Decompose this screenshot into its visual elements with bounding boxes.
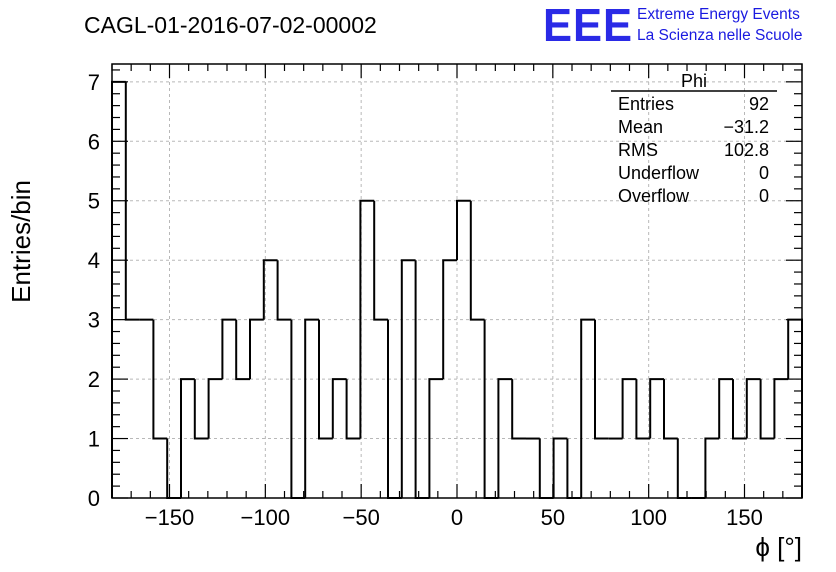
histogram-bin [635, 379, 651, 440]
y-tick-label: 3 [88, 308, 100, 333]
histogram-bin [193, 379, 209, 440]
histogram-bin [442, 259, 457, 380]
stats-row-value: 92 [749, 94, 769, 114]
histogram-bin [497, 378, 513, 498]
histogram-bin [318, 319, 333, 440]
x-tick-label: −150 [145, 505, 195, 530]
histogram-bin [649, 378, 664, 439]
histogram-bin [773, 378, 789, 439]
logo-text: EEE [543, 0, 633, 51]
x-tick-label: 0 [451, 505, 463, 530]
stats-row-value: 102.8 [724, 140, 769, 160]
stats-box-title: Phi [681, 71, 707, 91]
histogram-bin [235, 319, 250, 381]
stats-row-value: 0 [759, 186, 769, 206]
eee-logo: EEE Extreme Energy Events La Scienza nel… [543, 0, 802, 51]
histogram-bin [428, 378, 444, 498]
logo-line-2: La Scienza nelle Scuole [637, 27, 802, 44]
histogram-bin [276, 260, 292, 321]
histogram-bin [704, 437, 720, 498]
histogram-bin [304, 318, 319, 498]
histogram-bin [469, 200, 485, 321]
histogram-bin [483, 319, 499, 499]
histogram-bin [745, 378, 761, 439]
stats-box: Phi Entries 92 Mean −31.2 RMS 102.8 Underflow 0… [611, 71, 777, 206]
histogram-bin [373, 200, 388, 321]
y-tick-label: 1 [88, 427, 100, 452]
y-tick-label: 6 [88, 129, 100, 154]
histogram-bin [414, 260, 430, 499]
grid-lines [112, 64, 802, 498]
y-tick-label: 4 [88, 248, 100, 273]
chart-title: CAGL-01-2016-07-02-00002 [84, 12, 377, 38]
x-tick-label: −50 [343, 505, 380, 530]
histogram-bin [580, 318, 595, 498]
stats-row-label: Overflow [618, 186, 690, 206]
y-axis-label: Entries/bin [6, 180, 36, 303]
histogram-bin [345, 379, 361, 440]
histogram-bin [538, 438, 554, 499]
histogram-bin [552, 437, 568, 498]
histogram-bin [207, 378, 223, 439]
histogram-bin [290, 319, 306, 499]
x-tick-label: 50 [541, 505, 565, 530]
x-tick-label: 100 [630, 505, 667, 530]
histogram-bin [787, 318, 803, 498]
y-tick-label: 0 [88, 486, 100, 511]
axis-ticks [111, 64, 803, 499]
stats-row-label: Underflow [618, 163, 700, 183]
y-tick-label: 7 [88, 70, 100, 95]
histogram-bin [456, 199, 471, 261]
histogram-bin [180, 378, 195, 498]
histogram-bin [221, 318, 237, 380]
stats-row-value: 0 [759, 163, 769, 183]
x-axis-label: ϕ [°] [755, 532, 802, 562]
y-tick-label: 5 [88, 189, 100, 214]
histogram-bin [621, 378, 637, 439]
histogram-bin [732, 379, 747, 440]
histogram-bin [566, 438, 582, 499]
y-tick-label: 2 [88, 367, 100, 392]
histogram-bin [331, 378, 347, 439]
histogram-bin [387, 319, 402, 499]
stats-row-label: Mean [618, 117, 663, 137]
histogram-bin [359, 199, 375, 439]
x-tick-label: 150 [726, 505, 763, 530]
histogram-bin [759, 379, 775, 440]
histogram-bin [111, 80, 126, 498]
histogram-bin [262, 259, 278, 320]
stats-row-label: Entries [618, 94, 674, 114]
stats-row-label: RMS [618, 140, 658, 160]
histogram-bin [400, 259, 416, 498]
x-tick-label: −100 [241, 505, 291, 530]
histogram-bin [663, 379, 678, 440]
histogram-bin [676, 438, 692, 499]
stats-row-value: −31.2 [723, 117, 769, 137]
histogram-bin [718, 378, 733, 439]
histogram-bin [511, 379, 526, 440]
histogram-bin [152, 319, 168, 440]
logo-line-1: Extreme Energy Events [637, 6, 800, 23]
histogram-bin [594, 319, 609, 440]
histogram-bin [249, 318, 264, 380]
axis-tick-labels: −150 −100 −50 0 50 100 150 0 1 2 3 4 5 6 7 [88, 70, 763, 530]
